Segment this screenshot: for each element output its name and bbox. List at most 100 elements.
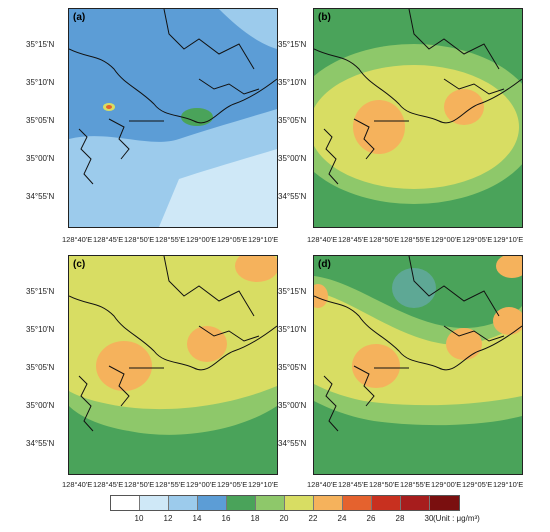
field-24-east xyxy=(446,328,482,360)
map-a-svg xyxy=(69,9,277,227)
colorbar-tick-label: 22 xyxy=(308,514,318,523)
lon-label: 129°05'E xyxy=(217,480,248,489)
colorbar-tick-label: 28 xyxy=(395,514,405,523)
colorbar-swatch xyxy=(401,496,430,510)
field-24-west xyxy=(352,344,400,388)
lat-label: 35°05'N xyxy=(278,363,307,372)
map-c-svg xyxy=(69,256,277,474)
lon-label: 128°50'E xyxy=(124,480,155,489)
field-18 xyxy=(181,108,213,126)
colorbar-tick-label: 26 xyxy=(366,514,376,523)
lat-label: 35°05'N xyxy=(26,116,55,125)
colorbar-swatch xyxy=(140,496,169,510)
lon-label: 129°00'E xyxy=(186,235,217,244)
lat-label: 35°05'N xyxy=(278,116,307,125)
lat-label: 34°55'N xyxy=(26,439,55,448)
lat-label: 35°00'N xyxy=(26,154,55,163)
field-24-west xyxy=(353,100,405,154)
lon-label: 129°05'E xyxy=(462,235,493,244)
panel-label-d: (d) xyxy=(318,259,331,270)
lat-label: 34°55'N xyxy=(278,192,307,201)
lon-label: 128°50'E xyxy=(369,235,400,244)
lat-label: 35°10'N xyxy=(278,78,307,87)
lat-label: 35°15'N xyxy=(26,40,55,49)
map-panel-c: (c) xyxy=(68,255,278,475)
colorbar-swatch xyxy=(111,496,140,510)
lon-label: 128°45'E xyxy=(338,480,369,489)
lat-label: 35°00'N xyxy=(278,154,307,163)
lon-label: 128°45'E xyxy=(338,235,369,244)
lat-label: 35°10'N xyxy=(278,325,307,334)
lon-label: 129°10'E xyxy=(248,235,279,244)
lon-label: 129°05'E xyxy=(462,480,493,489)
field-24-w xyxy=(314,284,328,308)
coastline xyxy=(314,9,522,185)
lat-label: 35°00'N xyxy=(26,401,55,410)
colorbar-unit: (Unit : μg/m³) xyxy=(433,514,480,523)
map-panel-d: (d) xyxy=(313,255,523,475)
coastline xyxy=(69,9,277,185)
lon-label: 128°40'E xyxy=(307,480,338,489)
lat-label: 35°10'N xyxy=(26,78,55,87)
lon-label: 128°40'E xyxy=(307,235,338,244)
field-24-ne xyxy=(496,256,522,278)
lat-label: 35°05'N xyxy=(26,363,55,372)
colorbar-tick-label: 20 xyxy=(279,514,289,523)
lon-label: 128°50'E xyxy=(369,480,400,489)
colorbar-tick-label: 12 xyxy=(163,514,173,523)
lat-label: 35°00'N xyxy=(278,401,307,410)
colorbar-tick-label: 18 xyxy=(250,514,260,523)
lon-label: 129°00'E xyxy=(431,480,462,489)
field-22 xyxy=(314,65,519,189)
lat-label: 35°15'N xyxy=(26,287,55,296)
map-panel-a: (a) xyxy=(68,8,278,228)
colorbar-swatch xyxy=(372,496,401,510)
lat-label: 35°10'N xyxy=(26,325,55,334)
lon-label: 129°10'E xyxy=(493,480,524,489)
colorbar-swatch xyxy=(169,496,198,510)
colorbar-tick-label: 24 xyxy=(337,514,347,523)
colorbar-tick-label: 16 xyxy=(221,514,231,523)
coastline xyxy=(314,256,522,432)
lat-label: 35°15'N xyxy=(278,40,307,49)
lon-label: 128°50'E xyxy=(124,235,155,244)
field-26 xyxy=(106,105,112,109)
colorbar-swatch xyxy=(198,496,227,510)
colorbar-swatch xyxy=(256,496,285,510)
colorbar-tick-label: 14 xyxy=(192,514,202,523)
colorbar-swatch xyxy=(430,496,459,510)
map-d-svg xyxy=(314,256,522,474)
lon-label: 128°55'E xyxy=(400,235,431,244)
field-24-ne xyxy=(235,256,277,282)
panel-label-b: (b) xyxy=(318,12,331,23)
lon-label: 128°55'E xyxy=(400,480,431,489)
coastline xyxy=(69,256,277,432)
lon-label: 128°45'E xyxy=(93,235,124,244)
lon-label: 128°55'E xyxy=(155,480,186,489)
lon-label: 128°40'E xyxy=(62,235,93,244)
lon-label: 129°10'E xyxy=(248,480,279,489)
lon-label: 129°00'E xyxy=(431,235,462,244)
colorbar-swatch xyxy=(285,496,314,510)
panel-label-c: (c) xyxy=(73,259,86,270)
field-18-low xyxy=(392,268,436,308)
colorbar-swatch xyxy=(227,496,256,510)
lon-label: 129°05'E xyxy=(217,235,248,244)
lon-label: 129°00'E xyxy=(186,480,217,489)
lat-label: 34°55'N xyxy=(26,192,55,201)
lon-label: 128°45'E xyxy=(93,480,124,489)
field-12 xyxy=(159,149,277,227)
field-24-far-east xyxy=(493,307,522,335)
map-b-svg xyxy=(314,9,522,227)
colorbar-tick-label: 10 xyxy=(134,514,144,523)
field-24-west xyxy=(96,341,152,391)
lon-label: 128°55'E xyxy=(155,235,186,244)
colorbar-tick-label: 30 xyxy=(424,514,434,523)
lat-label: 35°15'N xyxy=(278,287,307,296)
lon-label: 129°10'E xyxy=(493,235,524,244)
colorbar-swatch xyxy=(314,496,343,510)
field-24-east xyxy=(444,89,484,125)
panel-label-a: (a) xyxy=(73,12,86,23)
lon-label: 128°40'E xyxy=(62,480,93,489)
lat-label: 34°55'N xyxy=(278,439,307,448)
